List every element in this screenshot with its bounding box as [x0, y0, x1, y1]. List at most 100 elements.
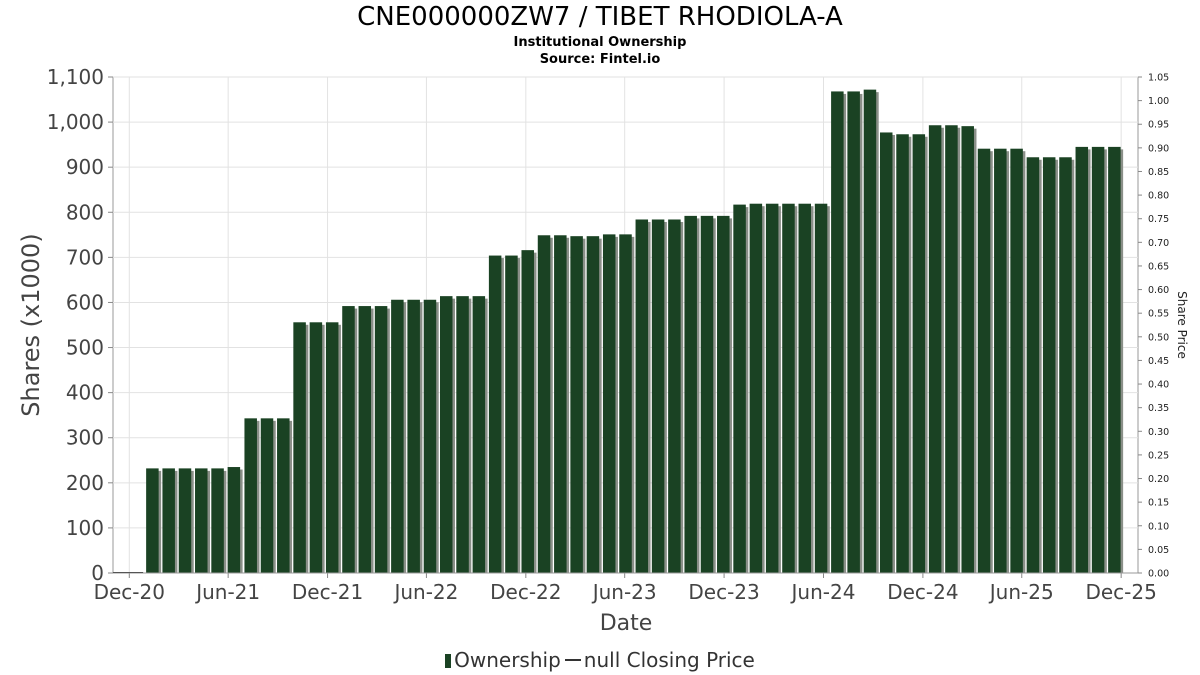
bar-face [1059, 157, 1072, 573]
bar [1042, 157, 1058, 573]
bar-face [961, 126, 974, 573]
bar [1026, 157, 1042, 573]
bar-face [325, 322, 339, 573]
bar [146, 468, 162, 573]
bar-face [1075, 146, 1089, 573]
bar [994, 148, 1010, 573]
y-tick-label: 400 [66, 381, 104, 405]
bar [309, 322, 325, 573]
bar-face [570, 236, 583, 574]
bar [586, 236, 602, 574]
bar [374, 306, 390, 573]
y2-tick-label: 0.45 [1148, 356, 1169, 367]
y-tick-label: 1,000 [47, 110, 104, 134]
bar-face [977, 148, 991, 573]
bar-face [211, 468, 224, 573]
y2-tick-label: 0.30 [1148, 427, 1169, 438]
bar-series-ownership [146, 89, 1124, 574]
legend-price-line [564, 659, 581, 661]
bar [602, 234, 618, 573]
bar-face [896, 134, 909, 574]
bar-face [1026, 157, 1040, 573]
bar-face [178, 468, 192, 573]
bar-face [440, 296, 453, 573]
bar [423, 299, 439, 573]
bar-face [505, 255, 518, 573]
bar [782, 203, 798, 574]
y2-tick-label: 0.85 [1148, 167, 1169, 178]
bar-face [619, 234, 632, 573]
y-axis-label: Shares (x1000) [17, 233, 45, 416]
bar [178, 468, 194, 573]
bar-face [749, 203, 763, 574]
x-tick-label: Jun-25 [988, 580, 1054, 604]
bar-face [423, 299, 437, 573]
legend-ownership-label: Ownership [454, 648, 561, 672]
bar [651, 219, 667, 573]
x-tick-label: Dec-25 [1085, 580, 1156, 604]
bar [211, 468, 227, 573]
bar [733, 204, 749, 573]
bar [293, 322, 309, 573]
y-tick-label: 700 [66, 245, 104, 269]
x-axis-label: Date [600, 611, 653, 636]
bar [570, 236, 586, 574]
bar [456, 296, 472, 573]
bar [1091, 146, 1107, 573]
y2-tick-label: 0.75 [1148, 214, 1169, 225]
y-tick-label: 500 [66, 336, 104, 360]
chart-source: Source: Fintel.io [539, 52, 661, 67]
bar [1075, 146, 1091, 573]
bar-face [1042, 157, 1056, 573]
y2-tick-label: 0.55 [1148, 309, 1169, 320]
y2-tick-label: 0.90 [1148, 143, 1169, 154]
bar [863, 89, 879, 573]
bar-face [293, 322, 306, 573]
bar-face [831, 91, 844, 574]
y2-tick-label: 0.70 [1148, 238, 1169, 249]
y2-tick-label: 0.00 [1148, 569, 1169, 580]
bar-face [945, 125, 958, 573]
bar [831, 91, 847, 574]
y2-tick-label: 1.00 [1148, 96, 1169, 107]
bar-face [879, 132, 893, 573]
bar-face [668, 219, 681, 573]
y2-axis: 0.00 0.05 0.10 0.15 0.20 0.25 0.30 0.35 0.40 0.45… [1138, 73, 1169, 580]
bar-face [456, 296, 469, 573]
bar [391, 299, 407, 573]
bar [700, 215, 716, 573]
y2-tick-label: 1.05 [1148, 73, 1169, 84]
bar-face [1010, 148, 1023, 573]
bar-face [244, 418, 257, 573]
bar-face [684, 215, 697, 573]
bar-face [765, 203, 779, 574]
bar-face [928, 125, 942, 573]
bar-face [521, 250, 534, 573]
bar [505, 255, 521, 573]
bar [554, 235, 570, 573]
bar [635, 219, 651, 573]
bar-face [195, 468, 208, 573]
bar [928, 125, 944, 573]
bar [537, 235, 553, 573]
bar-face [488, 255, 502, 573]
bar-face [994, 148, 1007, 573]
y2-tick-label: 0.35 [1148, 403, 1169, 414]
bar-face [227, 467, 241, 573]
bar [227, 467, 243, 573]
bar-face [912, 134, 926, 574]
y2-tick-label: 0.20 [1148, 474, 1169, 485]
bar-face [651, 219, 665, 573]
y2-tick-label: 0.40 [1148, 380, 1169, 391]
bar-face [554, 235, 567, 573]
bar [472, 296, 488, 573]
chart-title: CNE000000ZW7 / TIBET RHODIOLA-A [357, 2, 843, 32]
bar-face [782, 203, 795, 574]
bar-face [798, 203, 812, 574]
x-tick-label: Jun-22 [392, 580, 458, 604]
y-tick-label: 900 [66, 155, 104, 179]
y-tick-label: 0 [91, 561, 104, 585]
bar [945, 125, 961, 573]
y2-tick-label: 0.65 [1148, 261, 1169, 272]
